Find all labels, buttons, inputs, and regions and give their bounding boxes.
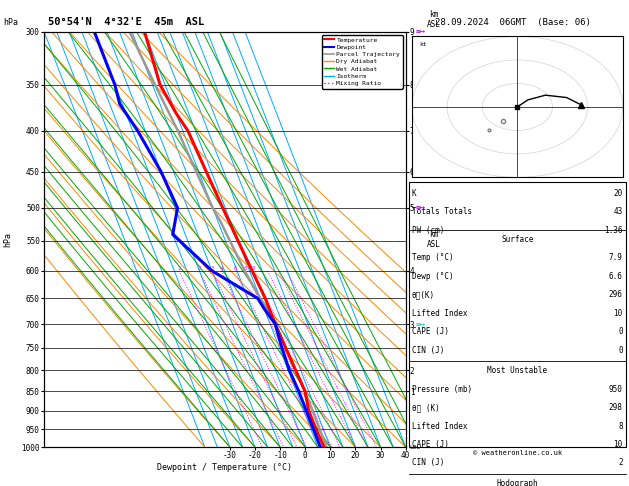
Text: ≡→: ≡→ (415, 27, 425, 36)
Text: CIN (J): CIN (J) (412, 458, 444, 468)
Text: θᴇ(K): θᴇ(K) (412, 291, 435, 299)
Text: 28.09.2024  06GMT  (Base: 06): 28.09.2024 06GMT (Base: 06) (435, 17, 591, 27)
X-axis label: Dewpoint / Temperature (°C): Dewpoint / Temperature (°C) (157, 463, 292, 472)
Text: CAPE (J): CAPE (J) (412, 440, 449, 449)
Text: 10: 10 (613, 440, 623, 449)
Text: 4: 4 (220, 266, 223, 271)
Text: Lifted Index: Lifted Index (412, 421, 467, 431)
Text: 8: 8 (243, 266, 247, 271)
Text: 10: 10 (613, 309, 623, 318)
Text: 298: 298 (609, 403, 623, 412)
Text: Surface: Surface (501, 235, 533, 244)
Text: 1.36: 1.36 (604, 226, 623, 235)
Text: 20: 20 (613, 189, 623, 198)
Legend: Temperature, Dewpoint, Parcel Trajectory, Dry Adiabat, Wet Adiabat, Isotherm, Mi: Temperature, Dewpoint, Parcel Trajectory… (322, 35, 403, 88)
Text: hPa: hPa (3, 232, 12, 247)
Text: 43: 43 (613, 208, 623, 216)
Text: 8: 8 (618, 421, 623, 431)
Text: 50°54'N  4°32'E  45m  ASL: 50°54'N 4°32'E 45m ASL (48, 17, 204, 27)
Text: kt: kt (419, 42, 426, 47)
Text: Pressure (mb): Pressure (mb) (412, 384, 472, 394)
Text: θᴇ (K): θᴇ (K) (412, 403, 440, 412)
Text: Dewp (°C): Dewp (°C) (412, 272, 454, 281)
Text: Hodograph: Hodograph (496, 479, 538, 486)
Text: 3: 3 (211, 266, 214, 271)
Text: Most Unstable: Most Unstable (487, 366, 547, 375)
Text: 296: 296 (609, 291, 623, 299)
Text: 6: 6 (233, 266, 237, 271)
Text: 7.9: 7.9 (609, 254, 623, 262)
Text: 6.6: 6.6 (609, 272, 623, 281)
Text: K: K (412, 189, 416, 198)
Text: LCL: LCL (409, 445, 421, 450)
Text: ≡→: ≡→ (415, 204, 425, 212)
Text: CIN (J): CIN (J) (412, 346, 444, 355)
Text: 2: 2 (198, 266, 201, 271)
Text: 950: 950 (609, 384, 623, 394)
Text: Lifted Index: Lifted Index (412, 309, 467, 318)
Text: PW (cm): PW (cm) (412, 226, 444, 235)
Text: 10: 10 (250, 266, 256, 271)
Text: 0: 0 (618, 346, 623, 355)
Y-axis label: km
ASL: km ASL (427, 230, 441, 249)
Text: Temp (°C): Temp (°C) (412, 254, 454, 262)
Text: ≡→: ≡→ (415, 319, 425, 329)
Text: km
ASL: km ASL (427, 10, 441, 29)
Text: 1: 1 (177, 266, 181, 271)
Text: © weatheronline.co.uk: © weatheronline.co.uk (473, 450, 562, 455)
Text: Totals Totals: Totals Totals (412, 208, 472, 216)
Text: 0: 0 (618, 328, 623, 336)
Text: 2: 2 (618, 458, 623, 468)
Text: CAPE (J): CAPE (J) (412, 328, 449, 336)
Text: hPa: hPa (3, 17, 18, 27)
